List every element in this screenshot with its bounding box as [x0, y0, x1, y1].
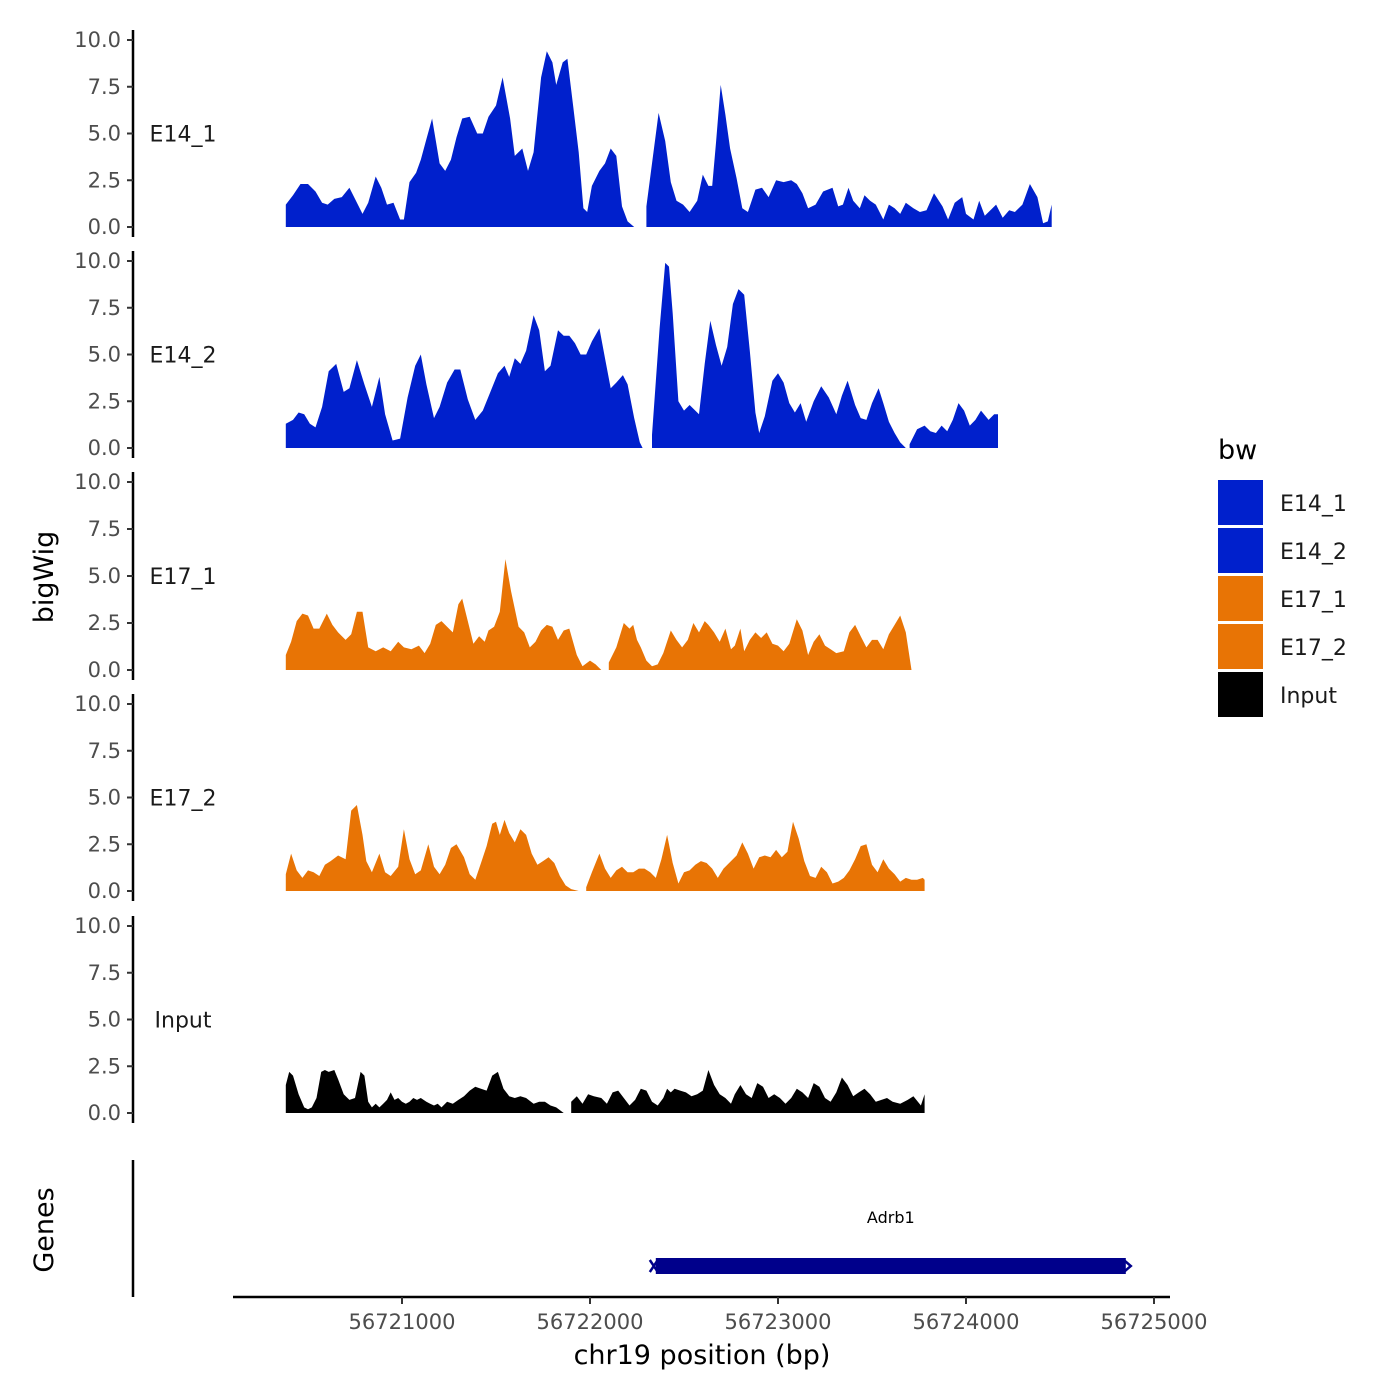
- legend-item: E17_2: [1218, 624, 1347, 669]
- coverage-area: [285, 805, 925, 891]
- y-tick-label: 2.5: [88, 389, 121, 413]
- y-tick-label: 7.5: [88, 517, 121, 541]
- y-tick-label: 10.0: [74, 692, 121, 716]
- gene-start-marker: [648, 1259, 659, 1273]
- legend-swatch: [1218, 576, 1263, 621]
- track-input: 0.0 2.5 5.0 7.5 10.0 Input: [74, 914, 925, 1125]
- y-tick-label: 2.5: [88, 1054, 121, 1078]
- y-tick-label: 5.0: [88, 1008, 121, 1032]
- gene-strand-arrow: [1122, 1259, 1133, 1273]
- x-tick-label: 56725000: [1101, 1310, 1208, 1334]
- legend-item: Input: [1218, 672, 1337, 717]
- track-label: E17_1: [150, 565, 217, 590]
- y-tick-label: 5.0: [88, 564, 121, 588]
- legend-label: E17_2: [1280, 636, 1347, 661]
- y-tick-label: 2.5: [88, 832, 121, 856]
- gene-track-title: Genes: [29, 1187, 60, 1272]
- legend-label: Input: [1280, 684, 1337, 709]
- x-axis: chr19 position (bp) 56721000 56722000 5672…: [233, 1295, 1208, 1371]
- track-e17-2: 0.0 2.5 5.0 7.5 10.0 E17_2: [74, 692, 925, 903]
- coverage-area: [285, 51, 1052, 228]
- coverage-tracks: 0.0 2.5 5.0 7.5 10.0 E14_1 0.0 2.5 5.0 7.5 10.0 E14…: [74, 28, 1052, 1125]
- y-tick-label: 2.5: [88, 611, 121, 635]
- legend-item: E14_2: [1218, 528, 1347, 573]
- legend: bw E14_1 E14_2 E17_1 E17_2 Input: [1218, 435, 1347, 717]
- y-tick-label: 5.0: [88, 786, 121, 810]
- x-axis-title: chr19 position (bp): [574, 1340, 831, 1371]
- y-tick-label: 5.0: [88, 122, 121, 146]
- y-tick-label: 10.0: [74, 470, 121, 494]
- gene-label: Adrb1: [867, 1208, 915, 1227]
- gene-adrb1: Adrb1: [648, 1208, 1133, 1274]
- x-tick-label: 56723000: [725, 1310, 832, 1334]
- y-tick-label: 0.0: [88, 215, 121, 239]
- track-label: E14_1: [150, 123, 217, 148]
- y-tick-label: 0.0: [88, 436, 121, 460]
- y-tick-label: 2.5: [88, 168, 121, 192]
- track-e14-1: 0.0 2.5 5.0 7.5 10.0 E14_1: [74, 28, 1052, 239]
- x-tick-label: 56722000: [537, 1310, 644, 1334]
- y-tick-label: 0.0: [88, 658, 121, 682]
- x-tick-label: 56724000: [913, 1310, 1020, 1334]
- y-axis-title: bigWig: [29, 531, 60, 624]
- coverage-area: [285, 559, 918, 670]
- y-tick-label: 0.0: [88, 879, 121, 903]
- y-tick-label: 10.0: [74, 249, 121, 273]
- gene-body: [655, 1258, 1126, 1274]
- x-tick-label: 56721000: [349, 1310, 456, 1334]
- legend-swatch: [1218, 528, 1263, 573]
- legend-label: E17_1: [1280, 588, 1347, 613]
- y-tick-label: 7.5: [88, 75, 121, 99]
- legend-swatch: [1218, 480, 1263, 525]
- y-tick-label: 5.0: [88, 343, 121, 367]
- track-e17-1: 0.0 2.5 5.0 7.5 10.0 E17_1: [74, 470, 918, 682]
- track-e14-2: 0.0 2.5 5.0 7.5 10.0 E14_2: [74, 249, 998, 460]
- gene-track: Genes Adrb1: [29, 1160, 1133, 1297]
- y-tick-label: 7.5: [88, 296, 121, 320]
- y-tick-label: 7.5: [88, 961, 121, 985]
- legend-item: E14_1: [1218, 480, 1347, 525]
- y-tick-label: 10.0: [74, 914, 121, 938]
- legend-label: E14_1: [1280, 492, 1347, 517]
- legend-item: E17_1: [1218, 576, 1347, 621]
- track-label: E14_2: [150, 344, 217, 369]
- track-label: Input: [155, 1009, 212, 1034]
- legend-label: E14_2: [1280, 540, 1347, 565]
- track-label: E17_2: [150, 787, 217, 812]
- coverage-area: [285, 1070, 925, 1113]
- y-tick-label: 10.0: [74, 28, 121, 52]
- coverage-area: [285, 262, 998, 448]
- legend-title: bw: [1218, 435, 1257, 466]
- y-tick-label: 0.0: [88, 1101, 121, 1125]
- legend-swatch: [1218, 672, 1263, 717]
- y-tick-label: 7.5: [88, 739, 121, 763]
- legend-swatch: [1218, 624, 1263, 669]
